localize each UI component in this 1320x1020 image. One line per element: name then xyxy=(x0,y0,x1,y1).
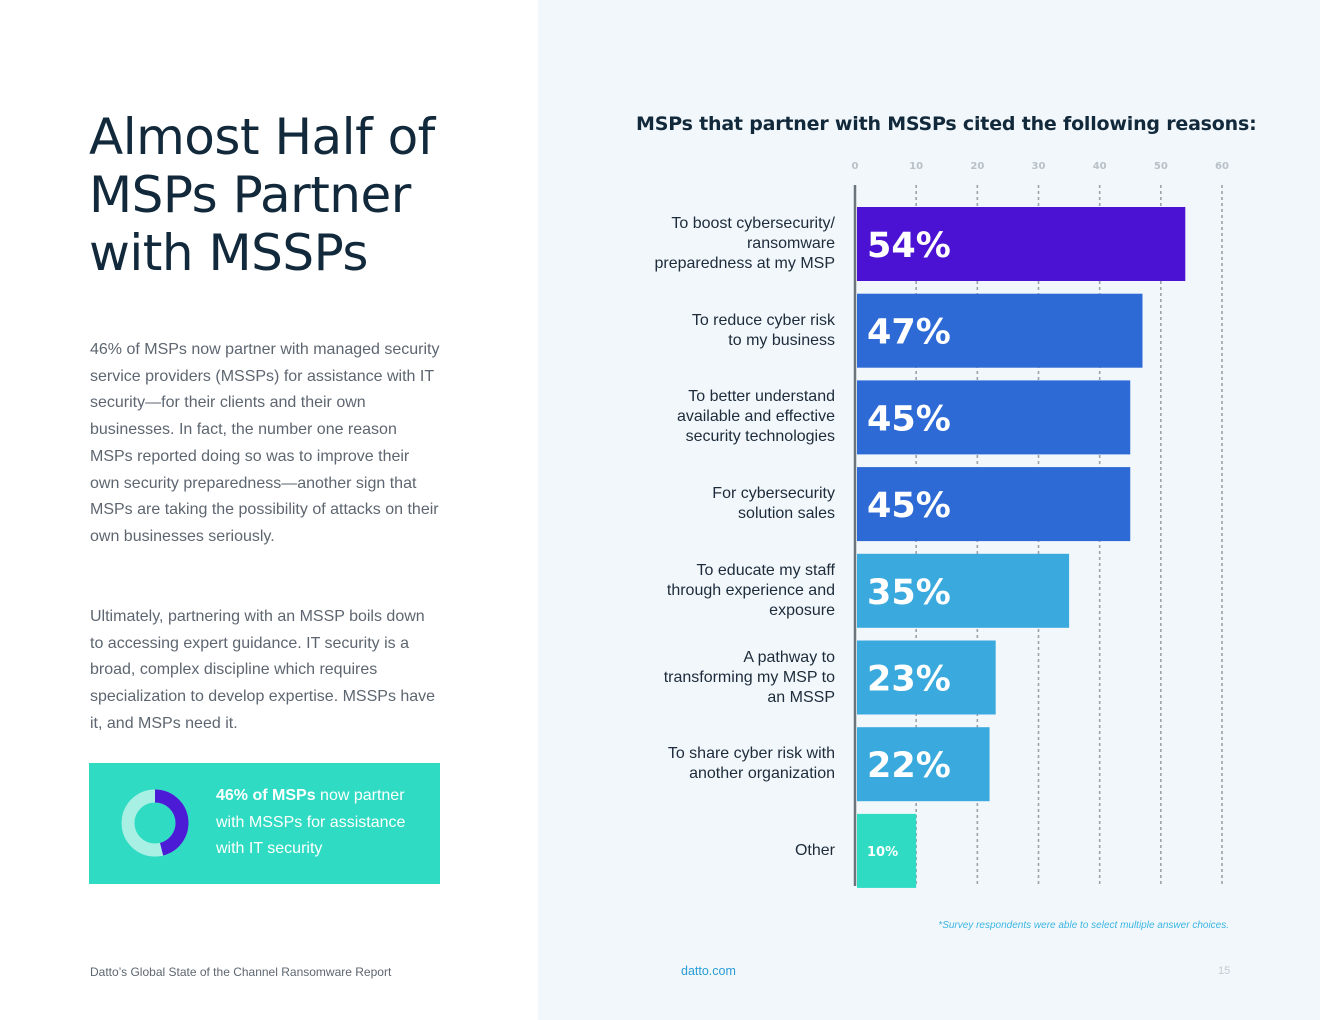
category-label: To educate my staff through experience a… xyxy=(666,561,835,619)
chart-title: MSPs that partner with MSSPs cited the f… xyxy=(636,113,1257,135)
callout-text: 46% of MSPs now partner with MSSPs for a… xyxy=(216,783,431,863)
bar-value-label: 22% xyxy=(867,746,951,786)
x-tick-label: 30 xyxy=(1032,161,1046,172)
bar-value-label: 45% xyxy=(867,486,951,526)
category-label: To better understand available and effec… xyxy=(676,388,835,446)
category-label: To share cyber risk with another organiz… xyxy=(667,745,835,783)
bar xyxy=(857,813,917,888)
bar xyxy=(857,553,1070,628)
category-label: To reduce cyber risk to my business xyxy=(691,311,835,349)
bar-value-label: 45% xyxy=(867,399,951,439)
donut-ring-filled xyxy=(121,789,189,857)
bar-value-label: 54% xyxy=(867,226,951,266)
category-label: For cybersecurity solution sales xyxy=(712,485,835,523)
body-paragraph-1: 46% of MSPs now partner with managed sec… xyxy=(90,341,440,545)
bar xyxy=(857,380,1131,455)
page-title: Almost Half of MSPs Partner with MSSPs xyxy=(89,108,435,282)
category-label: To boost cybersecurity/ ransomware prepa… xyxy=(654,215,835,272)
category-label: Other xyxy=(794,841,835,859)
x-tick-label: 40 xyxy=(1093,161,1107,172)
donut-chart-icon xyxy=(121,789,189,857)
x-tick-label: 0 xyxy=(852,161,859,172)
callout-rest-text: now partner with MSSPs for assistance wi… xyxy=(216,787,406,857)
bar-value-label: 10% xyxy=(867,845,898,860)
x-tick-label: 20 xyxy=(970,161,984,172)
bar xyxy=(857,727,990,802)
x-tick-label: 10 xyxy=(909,161,923,172)
bar-value-label: 47% xyxy=(867,313,951,353)
bar xyxy=(857,467,1131,542)
bar-value-label: 23% xyxy=(867,660,951,700)
body-paragraph-2: Ultimately, partnering with an MSSP boil… xyxy=(90,608,436,732)
stat-callout: 46% of MSPs now partner with MSSPs for a… xyxy=(89,763,440,884)
category-label: A pathway to transforming my MSP to an M… xyxy=(663,648,835,706)
callout-bold-text: 46% of MSPs xyxy=(216,787,316,804)
footer-site-link[interactable]: datto.com xyxy=(681,964,736,978)
footer-report-title: Datto’s Global State of the Channel Rans… xyxy=(90,965,392,979)
chart-footnote: *Survey respondents were able to select … xyxy=(938,920,1229,931)
bar xyxy=(857,640,996,715)
x-tick-label: 50 xyxy=(1154,161,1168,172)
x-tick-label: 60 xyxy=(1215,161,1229,172)
bar xyxy=(857,207,1186,281)
bar xyxy=(857,293,1143,368)
page-number: 15 xyxy=(1218,965,1231,977)
bar-value-label: 35% xyxy=(867,573,951,613)
